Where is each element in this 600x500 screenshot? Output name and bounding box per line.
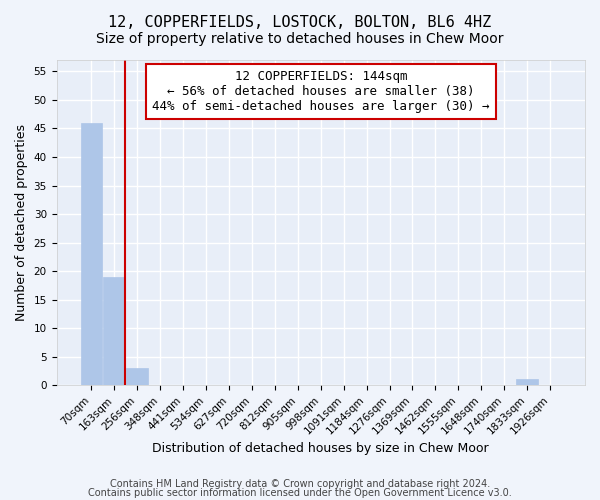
Bar	[516, 380, 538, 385]
Text: 12 COPPERFIELDS: 144sqm
← 56% of detached houses are smaller (38)
44% of semi-de: 12 COPPERFIELDS: 144sqm ← 56% of detache…	[152, 70, 490, 113]
Text: Size of property relative to detached houses in Chew Moor: Size of property relative to detached ho…	[96, 32, 504, 46]
Bar	[127, 368, 148, 385]
Text: Contains HM Land Registry data © Crown copyright and database right 2024.: Contains HM Land Registry data © Crown c…	[110, 479, 490, 489]
Bar	[80, 123, 103, 385]
X-axis label: Distribution of detached houses by size in Chew Moor: Distribution of detached houses by size …	[152, 442, 489, 455]
Y-axis label: Number of detached properties: Number of detached properties	[15, 124, 28, 321]
Text: 12, COPPERFIELDS, LOSTOCK, BOLTON, BL6 4HZ: 12, COPPERFIELDS, LOSTOCK, BOLTON, BL6 4…	[109, 15, 491, 30]
Bar	[103, 277, 125, 385]
Text: Contains public sector information licensed under the Open Government Licence v3: Contains public sector information licen…	[88, 488, 512, 498]
